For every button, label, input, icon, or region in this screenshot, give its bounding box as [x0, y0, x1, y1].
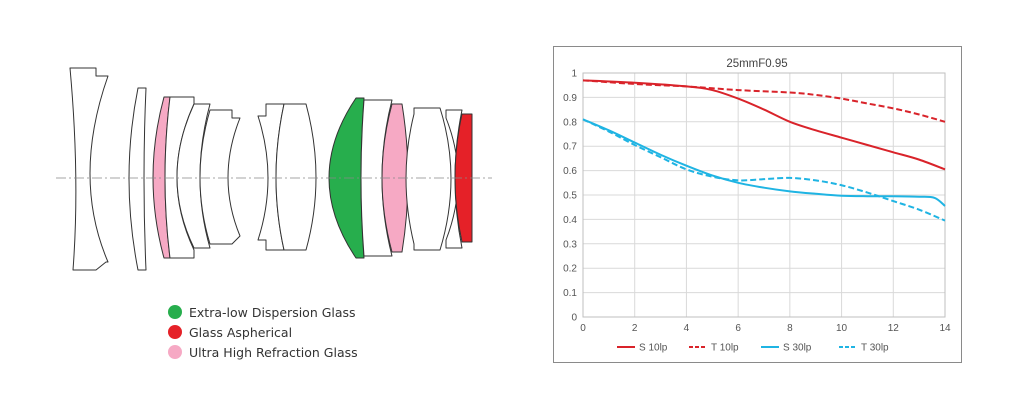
glass-legend: Extra-low Dispersion Glass Glass Aspheri…: [168, 302, 358, 362]
y-tick-label: 0.2: [563, 264, 577, 275]
x-tick-label: 0: [580, 323, 586, 334]
y-tick-label: 0.6: [563, 166, 577, 177]
lens-cross-section-diagram: [56, 67, 492, 271]
lens-element-2: [128, 87, 147, 271]
x-tick-label: 12: [888, 323, 900, 334]
y-tick-label: 0.4: [563, 215, 577, 226]
x-tick-label: 10: [836, 323, 848, 334]
lens-element-1: [69, 67, 109, 271]
legend-label: Extra-low Dispersion Glass: [189, 304, 356, 320]
chart-border: [553, 46, 962, 363]
y-tick-label: 0.8: [563, 117, 577, 128]
lens-element-8: [275, 103, 317, 251]
x-tick-label: 14: [939, 323, 951, 334]
legend-label: Glass Aspherical: [189, 324, 293, 340]
series-line-t-30lp: [582, 118, 946, 222]
legend-item-uhr: Ultra High Refraction Glass: [168, 342, 358, 362]
legend-label: Ultra High Refraction Glass: [189, 344, 358, 360]
x-tick-label: 2: [632, 323, 638, 334]
legend-label: T 10lp: [711, 343, 739, 354]
legend-item-aspherical: Glass Aspherical: [168, 322, 358, 342]
series-line-t-10lp: [582, 79, 946, 123]
y-tick-label: 0.9: [563, 93, 577, 104]
series-line-s-30lp: [582, 118, 946, 207]
legend-label: T 30lp: [861, 343, 889, 354]
legend-label: S 10lp: [639, 343, 668, 354]
pink-dot-icon: [168, 345, 182, 359]
y-tick-label: 0: [571, 313, 577, 324]
chart-title: 25mmF0.95: [726, 58, 787, 70]
green-dot-icon: [168, 305, 182, 319]
y-tick-label: 0.1: [563, 288, 577, 299]
lens-element-14-aspherical: [454, 113, 473, 243]
x-tick-label: 6: [735, 323, 741, 334]
lens-element-6: [199, 109, 241, 245]
y-tick-label: 0.5: [563, 191, 577, 202]
legend-item-ed: Extra-low Dispersion Glass: [168, 302, 358, 322]
lens-element-11-uhr: [381, 103, 409, 253]
x-tick-label: 8: [787, 323, 793, 334]
mtf-chart: 25mmF0.95 00.10.20.30.40.50.60.70.80.910…: [553, 46, 962, 363]
plot-area-border: [582, 72, 946, 318]
y-tick-label: 0.7: [563, 142, 577, 153]
red-dot-icon: [168, 325, 182, 339]
x-tick-label: 4: [684, 323, 690, 334]
y-tick-label: 1: [571, 69, 577, 80]
lens-element-12: [405, 107, 452, 251]
y-tick-label: 0.3: [563, 239, 577, 250]
legend-label: S 30lp: [783, 343, 812, 354]
